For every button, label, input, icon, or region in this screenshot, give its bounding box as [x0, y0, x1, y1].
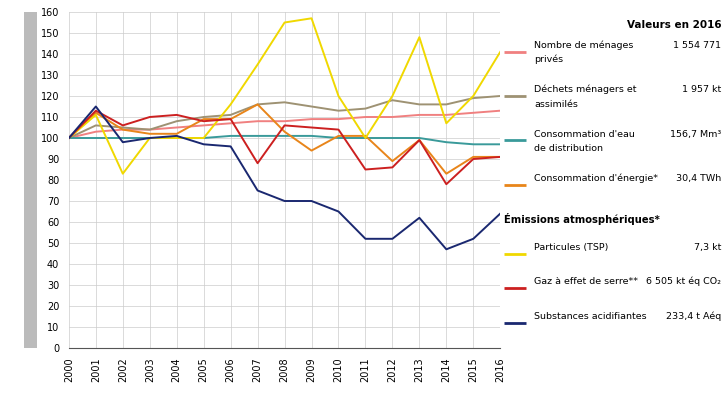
- Text: Substances acidifiantes: Substances acidifiantes: [534, 312, 647, 321]
- Text: assimilés: assimilés: [534, 100, 579, 109]
- Text: Valeurs en 2016: Valeurs en 2016: [626, 20, 721, 30]
- Text: 6 505 kt éq CO₂: 6 505 kt éq CO₂: [647, 277, 721, 286]
- Text: de distribution: de distribution: [534, 144, 603, 153]
- Text: 233,4 t Aéq: 233,4 t Aéq: [666, 312, 721, 321]
- Text: 1 957 kt: 1 957 kt: [682, 85, 721, 94]
- Text: Consommation d'eau: Consommation d'eau: [534, 130, 635, 138]
- Text: Consommation d'énergie*: Consommation d'énergie*: [534, 173, 658, 183]
- Text: 7,3 kt: 7,3 kt: [694, 243, 721, 252]
- Text: Nombre de ménages: Nombre de ménages: [534, 41, 634, 50]
- Text: Particules (TSP): Particules (TSP): [534, 243, 609, 252]
- Y-axis label: Base 100 (2000 = 100): Base 100 (2000 = 100): [27, 120, 36, 240]
- Text: Émissions atmosphériques*: Émissions atmosphériques*: [504, 213, 660, 225]
- Text: 30,4 TWh: 30,4 TWh: [676, 174, 721, 183]
- Text: 156,7 Mm³: 156,7 Mm³: [670, 130, 721, 138]
- Text: privés: privés: [534, 55, 563, 64]
- Text: Gaz à effet de serre**: Gaz à effet de serre**: [534, 278, 638, 286]
- Text: 1 554 771: 1 554 771: [674, 41, 721, 50]
- Text: Déchets ménagers et: Déchets ménagers et: [534, 85, 637, 94]
